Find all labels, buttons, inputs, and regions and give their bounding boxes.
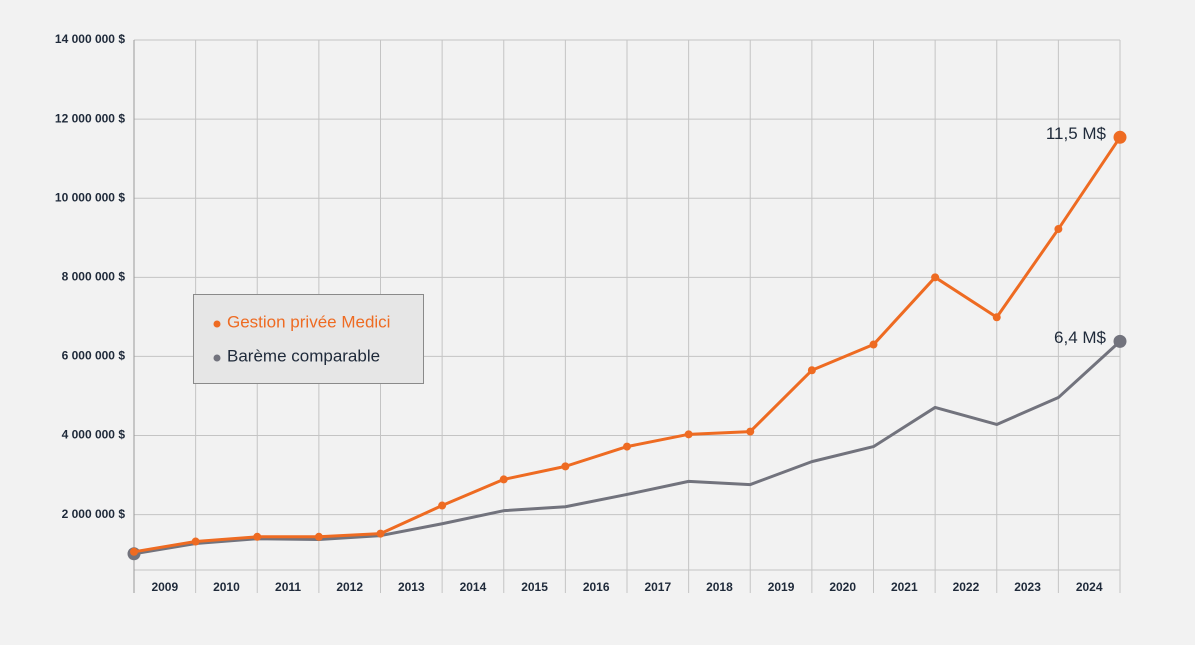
data-point (869, 340, 878, 349)
legend-label: Gestion privée Medici (227, 312, 390, 331)
data-point (438, 501, 447, 510)
x-tick-label: 2016 (583, 580, 610, 594)
legend-label: Barème comparable (227, 346, 380, 365)
x-tick-label: 2012 (336, 580, 363, 594)
y-tick-label: 14 000 000 $ (55, 32, 125, 46)
x-tick-label: 2022 (953, 580, 980, 594)
data-point (684, 430, 693, 439)
series-line (133, 340, 1122, 556)
x-tick-label: 2018 (706, 580, 733, 594)
x-tick-label: 2021 (891, 580, 918, 594)
y-tick-label: 4 000 000 $ (62, 428, 126, 442)
data-point (499, 475, 508, 484)
data-point (253, 532, 262, 541)
data-label: 11,5 M$ (1046, 124, 1107, 143)
x-tick-label: 2023 (1014, 580, 1041, 594)
y-tick-label: 10 000 000 $ (55, 190, 125, 204)
data-point (746, 427, 755, 436)
x-tick-label: 2024 (1076, 580, 1103, 594)
y-tick-label: 6 000 000 $ (62, 349, 126, 363)
data-point (376, 529, 385, 538)
y-tick-label: 2 000 000 $ (62, 507, 126, 521)
x-tick-label: 2013 (398, 580, 425, 594)
x-tick-label: 2019 (768, 580, 795, 594)
x-tick-label: 2020 (829, 580, 856, 594)
data-point (561, 462, 570, 471)
x-tick-label: 2011 (275, 580, 301, 594)
data-point (931, 273, 940, 282)
data-point (191, 537, 200, 546)
x-tick-label: 2014 (460, 580, 487, 594)
y-tick-label: 8 000 000 $ (62, 269, 126, 283)
legend-marker (213, 354, 221, 362)
x-tick-label: 2015 (521, 580, 548, 594)
x-tick-label: 2017 (644, 580, 671, 594)
data-point (623, 442, 631, 451)
data-point (1113, 130, 1127, 144)
data-point (130, 547, 138, 556)
data-point (1054, 225, 1063, 234)
x-tick-label: 2009 (151, 580, 178, 594)
data-point (807, 366, 816, 375)
y-tick-label: 12 000 000 $ (55, 111, 125, 125)
data-point (314, 532, 323, 541)
legend-marker (213, 320, 221, 328)
data-point (992, 313, 1001, 322)
legend-box (193, 294, 424, 384)
data-label: 6,4 M$ (1054, 328, 1107, 347)
x-tick-label: 2010 (213, 580, 240, 594)
data-point (1113, 334, 1127, 348)
